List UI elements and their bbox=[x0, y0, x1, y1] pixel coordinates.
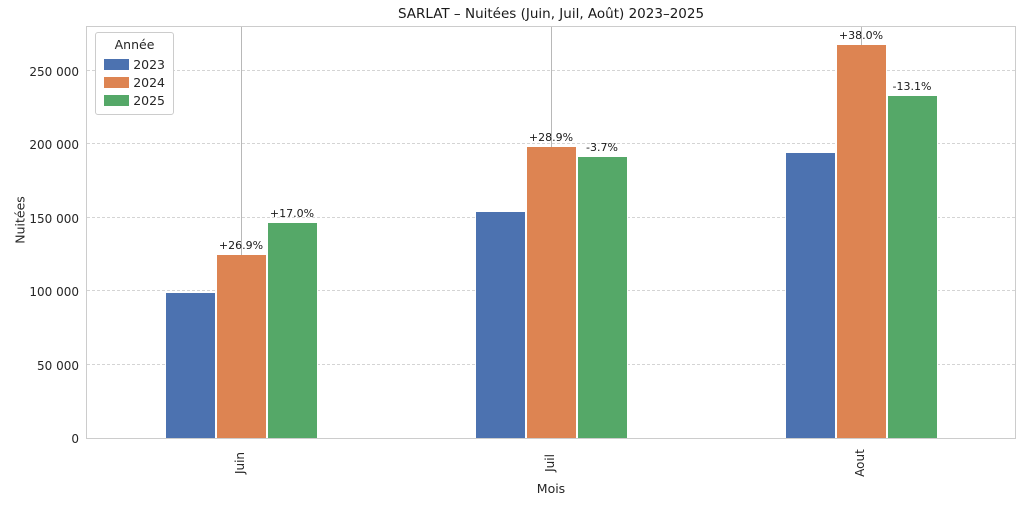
legend-label-2023: 2023 bbox=[133, 56, 165, 72]
xtick-juin: Juin bbox=[233, 451, 247, 475]
x-axis-label: Mois bbox=[536, 481, 566, 496]
bar-2024-aout bbox=[835, 45, 887, 438]
chart-title: SARLAT – Nuitées (Juin, Juil, Août) 2023… bbox=[397, 6, 705, 22]
legend-swatch-2025 bbox=[104, 94, 129, 106]
legend-label-2025: 2025 bbox=[133, 92, 165, 108]
legend-label-2024: 2024 bbox=[133, 74, 165, 90]
legend-entry-2024: 2024 bbox=[104, 73, 165, 91]
pct-label-2024-juil: +28.9% bbox=[528, 130, 574, 144]
pct-label-2025-aout: -13.1% bbox=[892, 80, 932, 94]
bar-2023-juin bbox=[164, 293, 216, 438]
legend-title: Année bbox=[114, 37, 155, 52]
ytick-250000: 250 000 bbox=[29, 65, 79, 79]
ytick-150000: 150 000 bbox=[29, 211, 79, 226]
ytick-100000: 100 000 bbox=[29, 285, 79, 300]
xtick-aout: Aout bbox=[853, 449, 867, 477]
ytick-0: 0 bbox=[71, 432, 79, 446]
bar-2024-juil bbox=[525, 146, 577, 438]
ytick-50000: 50 000 bbox=[37, 358, 79, 373]
bar-2025-aout bbox=[886, 96, 938, 438]
y-axis-label: Nuitées bbox=[12, 196, 28, 244]
legend-entry-2025: 2025 bbox=[104, 91, 165, 109]
legend-entry-2023: 2023 bbox=[104, 55, 165, 73]
legend-swatch-2023 bbox=[104, 58, 129, 70]
bar-2023-aout bbox=[784, 153, 836, 438]
plot-area: +26.9% +17.0% +28.9% -3.7% +38.0% -13.1% Anné… bbox=[86, 26, 1016, 439]
bar-2025-juil bbox=[576, 157, 628, 438]
bar-2023-juil bbox=[474, 211, 526, 438]
xtick-juil: Juil bbox=[543, 454, 557, 472]
legend-swatch-2024 bbox=[104, 76, 129, 88]
vgrid-line-juin bbox=[241, 27, 242, 438]
pct-label-2025-juin: +17.0% bbox=[269, 207, 315, 221]
bar-2024-juin bbox=[215, 254, 267, 438]
pct-label-2024-aout: +38.0% bbox=[838, 29, 884, 43]
pct-label-2024-juin: +26.9% bbox=[218, 238, 264, 252]
pct-label-2025-juil: -3.7% bbox=[586, 141, 618, 155]
ytick-200000: 200 000 bbox=[29, 138, 79, 153]
bar-2025-juin bbox=[266, 223, 318, 438]
legend: Année 2023 2024 2025 bbox=[95, 32, 174, 115]
